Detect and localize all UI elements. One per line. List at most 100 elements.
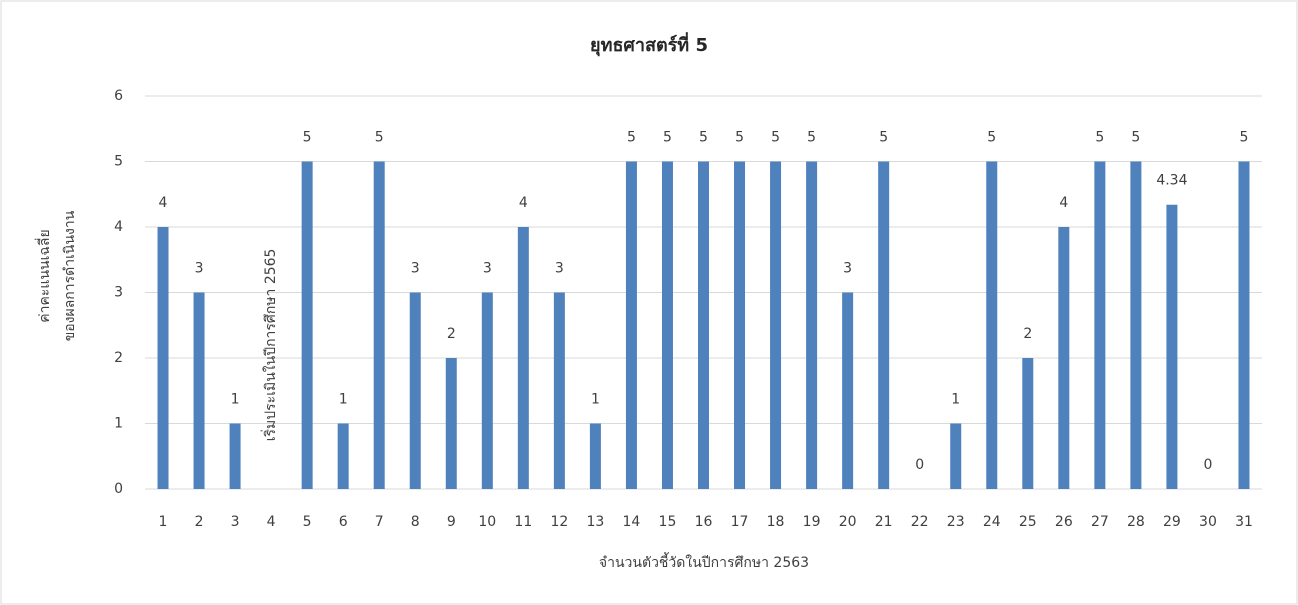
y-axis-label: ของผลการดำเนินงาน (62, 210, 78, 341)
data-label: 5 (699, 130, 708, 146)
bar (842, 292, 854, 489)
bar (950, 423, 962, 489)
data-label: 3 (843, 261, 852, 277)
bar (445, 358, 457, 489)
x-tick-label: 4 (267, 514, 276, 530)
data-label: 1 (231, 392, 240, 408)
x-tick-label: 27 (1091, 514, 1109, 530)
y-tick-label: 3 (114, 285, 123, 301)
x-tick-label: 1 (159, 514, 168, 530)
x-tick-label: 10 (478, 514, 496, 530)
data-label: 4 (519, 195, 528, 211)
x-tick-label: 21 (875, 514, 893, 530)
bar (157, 227, 169, 489)
y-tick-label: 6 (114, 88, 123, 104)
x-tick-label: 8 (411, 514, 420, 530)
bar (1238, 161, 1250, 489)
bar (1094, 161, 1106, 489)
x-tick-label: 15 (659, 514, 677, 530)
x-tick-label: 29 (1163, 514, 1181, 530)
bar (553, 292, 565, 489)
bar (409, 292, 421, 489)
x-tick-label: 25 (1019, 514, 1037, 530)
bar (1058, 227, 1070, 489)
data-label: 5 (1240, 130, 1249, 146)
data-label: 3 (555, 261, 564, 277)
data-label: 5 (771, 130, 780, 146)
data-label: 5 (879, 130, 888, 146)
x-tick-label: 23 (947, 514, 965, 530)
data-label: 1 (339, 392, 348, 408)
y-tick-label: 4 (114, 219, 123, 235)
data-label: 5 (807, 130, 816, 146)
x-tick-label: 5 (303, 514, 312, 530)
x-tick-label: 2 (195, 514, 204, 530)
x-axis-label: จำนวนตัวชี้วัดในปีการศึกษา 2563 (599, 552, 809, 571)
x-tick-label: 31 (1235, 514, 1253, 530)
bar (481, 292, 493, 489)
x-tick-label: 3 (231, 514, 240, 530)
x-tick-label: 9 (447, 514, 456, 530)
bar (734, 161, 746, 489)
bar (661, 161, 673, 489)
data-label: 0 (915, 457, 924, 473)
data-label: 5 (1131, 130, 1140, 146)
x-tick-label: 28 (1127, 514, 1145, 530)
bar (698, 161, 709, 489)
x-tick-label: 20 (839, 514, 857, 530)
x-tick-label: 13 (586, 514, 604, 530)
x-tick-label: 11 (514, 514, 532, 530)
x-tick-label: 16 (695, 514, 713, 530)
bar (986, 161, 998, 489)
data-label: 5 (1095, 130, 1104, 146)
bar (878, 161, 890, 489)
data-label: 5 (303, 130, 312, 146)
x-tick-label: 22 (911, 514, 929, 530)
y-tick-label: 1 (114, 416, 123, 432)
bar (301, 161, 313, 489)
chart-title: ยุทธศาสตร์ที่ 5 (590, 32, 708, 57)
bar (337, 423, 349, 489)
data-label: 2 (1023, 326, 1032, 342)
bar (517, 227, 529, 489)
data-label: 4.34 (1156, 173, 1187, 189)
data-label: 5 (627, 130, 636, 146)
data-label: 5 (987, 130, 996, 146)
y-tick-label: 0 (114, 481, 123, 497)
x-tick-label: 26 (1055, 514, 1073, 530)
data-label: 5 (375, 130, 384, 146)
x-tick-label: 24 (983, 514, 1001, 530)
annotation: เริ่มประเมินในปีการศึกษา 2565 (261, 249, 279, 442)
data-label: 3 (411, 261, 420, 277)
data-label: 4 (1059, 195, 1068, 211)
x-tick-label: 18 (767, 514, 785, 530)
data-label: 3 (195, 261, 204, 277)
bar (1022, 358, 1034, 489)
data-label: 1 (591, 392, 600, 408)
bar (589, 423, 601, 489)
x-tick-label: 17 (731, 514, 749, 530)
y-axis-label: ค่าคะแนนเฉลี่ย (35, 229, 53, 322)
data-label: 4 (159, 195, 168, 211)
x-tick-label: 12 (550, 514, 568, 530)
bar (806, 161, 818, 489)
data-label: 5 (663, 130, 672, 146)
x-tick-label: 6 (339, 514, 348, 530)
bar (1130, 161, 1142, 489)
x-tick-label: 7 (375, 514, 384, 530)
y-tick-label: 2 (114, 350, 123, 366)
x-tick-label: 14 (623, 514, 641, 530)
data-label: 5 (735, 130, 744, 146)
y-tick-label: 5 (114, 154, 123, 170)
bar (1166, 204, 1178, 490)
x-tick-label: 19 (803, 514, 821, 530)
bar (625, 161, 637, 489)
bar (229, 423, 241, 489)
data-label: 3 (483, 261, 492, 277)
data-label: 0 (1203, 457, 1212, 473)
x-tick-label: 30 (1199, 514, 1217, 530)
bar (770, 161, 782, 489)
bar (373, 161, 385, 489)
